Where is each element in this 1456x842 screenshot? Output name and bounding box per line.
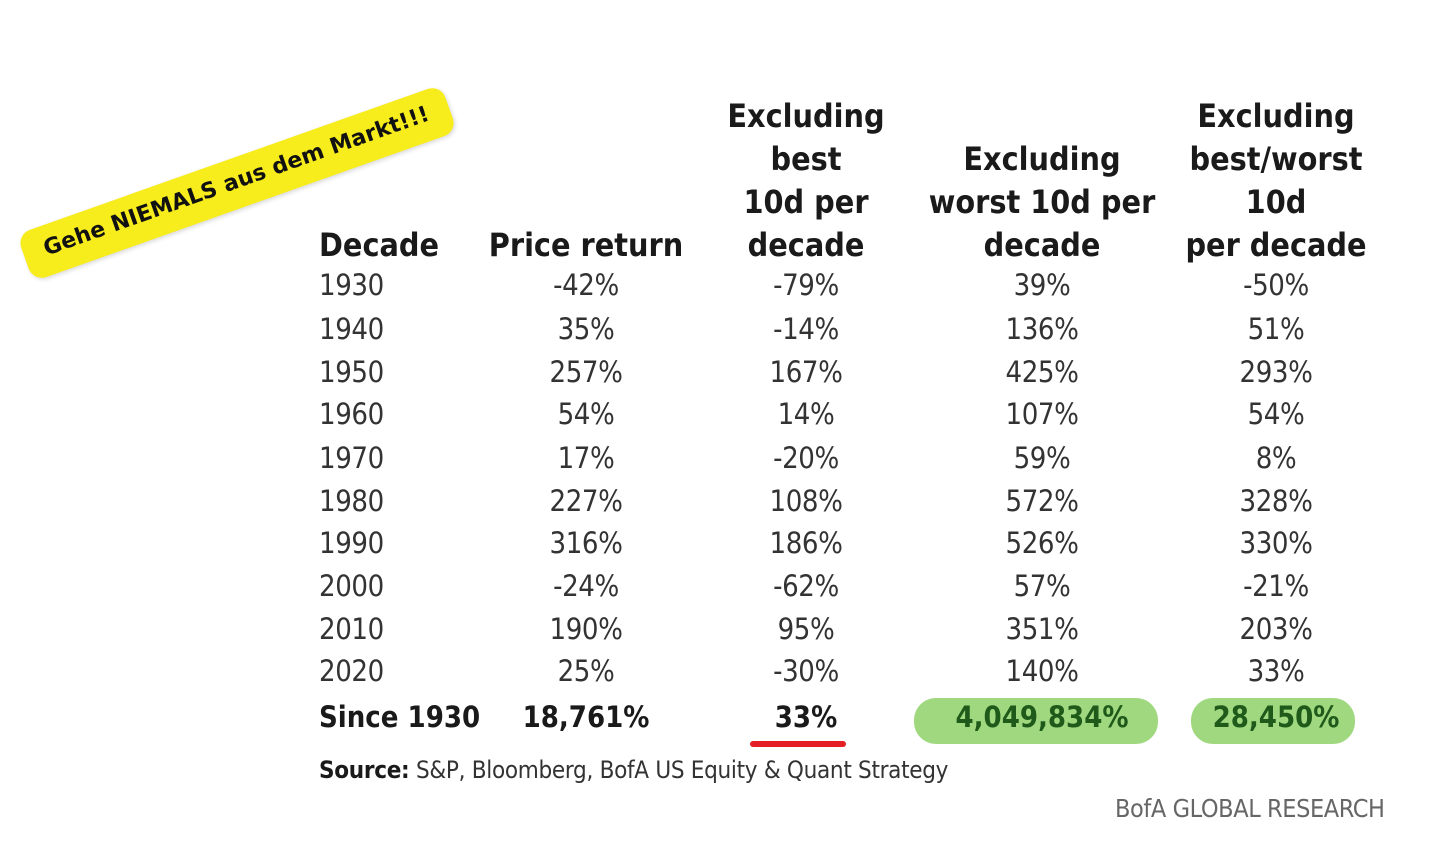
cell-ex_both: 33% (1247, 654, 1305, 688)
cell-ex_best: -20% (773, 441, 839, 475)
cell-ex_best: 167% (769, 355, 843, 389)
cell-ex_worst: 39% (1013, 268, 1071, 302)
source-note: Source: S&P, Bloomberg, BofA US Equity &… (319, 756, 948, 784)
column-header-ex_best: Excluding (727, 97, 885, 135)
brand-footer: BofA GLOBAL RESEARCH (1115, 794, 1385, 823)
row-decade-label: 1940 (319, 312, 384, 346)
cell-ex_worst: 57% (1013, 569, 1071, 603)
cell-ex_worst: 136% (1005, 312, 1079, 346)
cell-ex_best: -30% (773, 654, 839, 688)
cell-price_return: 316% (549, 526, 623, 560)
cell-price_return: -24% (553, 569, 619, 603)
row-decade-label: 1970 (319, 441, 384, 475)
row-decade-label: 2020 (319, 654, 384, 688)
column-header-ex_both: per decade (1185, 226, 1367, 264)
row-decade-label: 2000 (319, 569, 384, 603)
row-decade-label: 2010 (319, 612, 384, 646)
column-header-ex_worst: decade (983, 226, 1101, 264)
cell-ex_both: 8% (1255, 441, 1297, 475)
row-decade-label: 1930 (319, 268, 384, 302)
column-header-ex_both: 10d (1245, 183, 1307, 221)
green-highlight-ex-both (1191, 698, 1355, 744)
cell-ex_worst: 107% (1005, 397, 1079, 431)
cell-ex_best: 14% (777, 397, 835, 431)
cell-price_return: 257% (549, 355, 623, 389)
cell-ex_worst: 351% (1005, 612, 1079, 646)
cell-ex_worst: 526% (1005, 526, 1079, 560)
cell-price_return: -42% (553, 268, 619, 302)
row-decade-label: 1980 (319, 484, 384, 518)
cell-ex_both: 330% (1239, 526, 1313, 560)
source-text: S&P, Bloomberg, BofA US Equity & Quant S… (415, 756, 949, 784)
column-header-ex_worst: worst 10d per (928, 183, 1156, 221)
cell-ex_worst: 59% (1013, 441, 1071, 475)
cell-ex_best: -14% (773, 312, 839, 346)
cell-ex_both: 328% (1239, 484, 1313, 518)
cell-ex_best: 186% (769, 526, 843, 560)
total-ex_both: 28,450% (1212, 700, 1340, 734)
row-decade-label: 1960 (319, 397, 384, 431)
cell-ex_best: 95% (777, 612, 835, 646)
total-label: Since 1930 (319, 700, 481, 734)
column-header-ex_worst: Excluding (963, 140, 1121, 178)
column-header-ex_best: decade (747, 226, 865, 264)
column-header-ex_best: best (770, 140, 842, 178)
row-decade-label: 1950 (319, 355, 384, 389)
green-highlight-ex-worst (914, 698, 1158, 744)
column-header-ex_best: 10d per (743, 183, 869, 221)
cell-ex_both: 203% (1239, 612, 1313, 646)
cell-price_return: 227% (549, 484, 623, 518)
column-header-price_return: Price return (488, 226, 684, 264)
red-underline (750, 741, 846, 747)
cell-price_return: 17% (557, 441, 615, 475)
cell-price_return: 54% (557, 397, 615, 431)
cell-price_return: 190% (549, 612, 623, 646)
cell-ex_both: 51% (1247, 312, 1305, 346)
column-header-decade: Decade (319, 226, 440, 264)
cell-price_return: 35% (557, 312, 615, 346)
cell-ex_worst: 140% (1005, 654, 1079, 688)
total-price_return: 18,761% (522, 700, 650, 734)
cell-ex_both: -50% (1243, 268, 1309, 302)
column-header-ex_both: best/worst (1189, 140, 1363, 178)
cell-ex_best: -62% (773, 569, 839, 603)
cell-ex_worst: 425% (1005, 355, 1079, 389)
cell-ex_best: -79% (773, 268, 839, 302)
cell-ex_best: 108% (769, 484, 843, 518)
total-ex_worst: 4,049,834% (955, 700, 1129, 734)
cell-ex_both: -21% (1243, 569, 1309, 603)
total-ex_best: 33% (774, 700, 838, 734)
cell-price_return: 25% (557, 654, 615, 688)
cell-ex_both: 293% (1239, 355, 1313, 389)
cell-ex_both: 54% (1247, 397, 1305, 431)
column-header-ex_both: Excluding (1197, 97, 1355, 135)
row-decade-label: 1990 (319, 526, 384, 560)
source-label: Source: (319, 756, 410, 784)
cell-ex_worst: 572% (1005, 484, 1079, 518)
